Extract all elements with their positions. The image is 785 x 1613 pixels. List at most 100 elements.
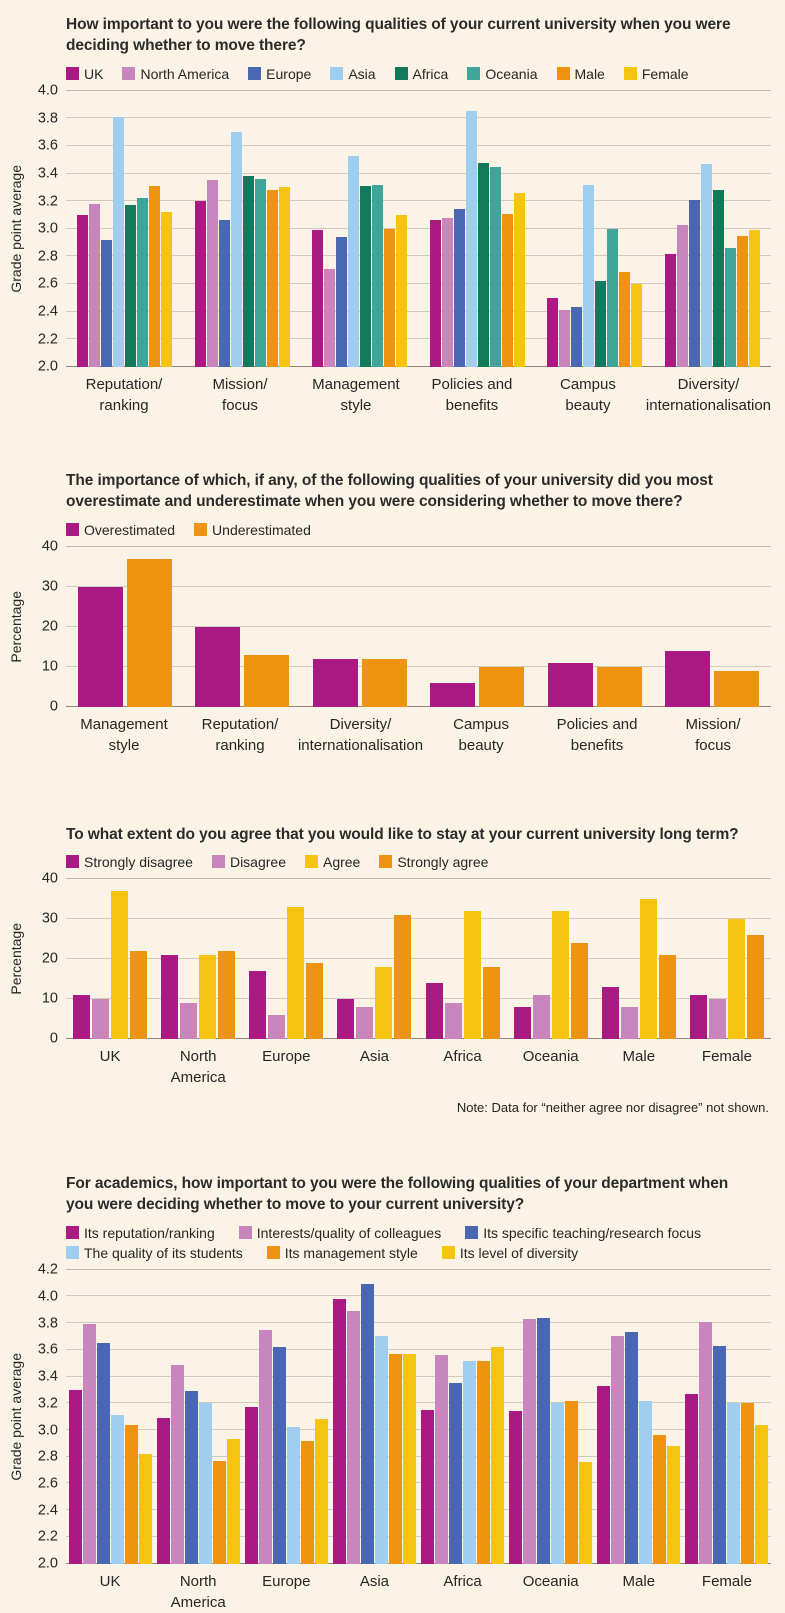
bar-group xyxy=(654,91,772,367)
legend-label: UK xyxy=(84,65,104,82)
legend-item: Agree xyxy=(304,854,360,870)
bar xyxy=(332,1299,346,1564)
y-axis-title-text: Grade point average xyxy=(8,164,24,293)
bar-group xyxy=(301,91,419,367)
x-tick-label: Campus beauty xyxy=(560,375,616,414)
bar xyxy=(111,890,129,1039)
bar xyxy=(429,220,441,367)
bar xyxy=(272,1347,286,1564)
bar-group xyxy=(301,547,419,707)
legend-swatch xyxy=(66,523,79,536)
bar xyxy=(161,212,173,367)
bar xyxy=(324,268,336,367)
legend-item: The quality of its students xyxy=(66,1245,243,1261)
gridline xyxy=(66,665,771,667)
legend-item: Its reputation/ranking xyxy=(66,1225,215,1241)
legend-item: Interests/quality of colleagues xyxy=(238,1225,441,1241)
y-tick-label: 2.8 xyxy=(37,1448,58,1465)
legend-item: Its management style xyxy=(266,1245,418,1261)
bar xyxy=(736,235,748,367)
bar xyxy=(126,558,172,707)
legend-swatch xyxy=(441,1246,455,1260)
bar xyxy=(92,998,110,1039)
gridline xyxy=(66,997,771,999)
bar xyxy=(746,934,764,1039)
bar xyxy=(101,239,113,367)
bar xyxy=(180,1002,198,1039)
gridline xyxy=(66,1375,771,1377)
x-tick-label: Management style xyxy=(80,715,168,754)
legend-item: Disagree xyxy=(211,854,286,870)
bar xyxy=(453,209,465,367)
bar xyxy=(374,1336,388,1564)
bar xyxy=(372,184,384,367)
legend-label: Africa xyxy=(412,65,449,82)
bar xyxy=(755,1424,769,1564)
legend-label: Its reputation/ranking xyxy=(84,1224,215,1241)
y-tick-label: 20 xyxy=(41,950,58,967)
gridline xyxy=(66,1295,771,1297)
y-tick-label: 3.8 xyxy=(37,110,58,127)
x-tick-label: Diversity/ internationalisation xyxy=(297,715,424,754)
legend-item: Oceania xyxy=(467,66,538,82)
chart-university-qualities-importance: How important to you were the following … xyxy=(8,0,771,416)
gridline xyxy=(66,255,771,257)
bar xyxy=(384,228,396,367)
bar xyxy=(244,654,290,707)
y-tick-label: 3.6 xyxy=(37,137,58,154)
bar xyxy=(611,1336,625,1564)
y-tick-label: 2.2 xyxy=(37,1528,58,1545)
legend-label: Its level of diversity xyxy=(459,1244,579,1261)
gridline xyxy=(66,1322,771,1324)
chart-stay-long-term: To what extent do you agree that you wou… xyxy=(8,810,771,1115)
bar xyxy=(479,666,525,707)
bar xyxy=(194,201,206,367)
bar xyxy=(667,1446,681,1564)
bar xyxy=(218,950,236,1039)
legend-swatch xyxy=(465,1226,479,1240)
x-tick-label: Reputation/ ranking xyxy=(201,715,279,754)
bar-group xyxy=(242,879,330,1039)
legend-swatch xyxy=(379,855,393,869)
chart-note: Note: Data for “neither agree nor disagr… xyxy=(456,1099,769,1115)
bar xyxy=(212,1460,226,1564)
bar xyxy=(348,155,360,367)
bar-group xyxy=(66,1270,154,1564)
y-axis-title: Percentage xyxy=(8,879,24,1039)
legend-label: Female xyxy=(641,65,689,82)
x-axis-labels: Management style Reputation/ ranking Diver… xyxy=(66,714,771,756)
bar xyxy=(491,1347,505,1564)
legend-label: Strongly disagree xyxy=(84,853,193,870)
bar xyxy=(597,1385,611,1564)
gridline xyxy=(66,545,771,547)
legend-item: Strongly disagree xyxy=(66,854,193,870)
gridline xyxy=(66,625,771,627)
bar xyxy=(639,1400,653,1564)
x-tick-label: Policies and benefits xyxy=(556,715,638,754)
bar xyxy=(242,176,254,367)
bar xyxy=(430,682,476,707)
bar xyxy=(523,1319,537,1564)
y-axis-title: Percentage xyxy=(8,547,24,707)
chart-title: For academics, how important to you were… xyxy=(66,1174,729,1214)
bar xyxy=(689,994,707,1039)
gridline xyxy=(66,89,771,91)
bar xyxy=(570,942,588,1039)
y-tick-label: 4.0 xyxy=(37,1288,58,1305)
legend-swatch xyxy=(556,67,570,81)
legend-label: Underestimated xyxy=(212,521,311,538)
gridline xyxy=(66,227,771,229)
gridline xyxy=(66,1509,771,1511)
bar xyxy=(596,666,642,707)
bar xyxy=(639,898,657,1039)
x-axis-line xyxy=(66,705,771,707)
bar xyxy=(360,1284,374,1564)
bar xyxy=(184,1391,198,1564)
bar xyxy=(244,1407,258,1564)
y-tick-label: 2.0 xyxy=(37,358,58,375)
x-tick-label: Oceania xyxy=(522,1047,579,1065)
bar xyxy=(266,190,278,367)
bar xyxy=(195,626,241,707)
bar xyxy=(477,1360,491,1564)
gridline xyxy=(66,338,771,340)
